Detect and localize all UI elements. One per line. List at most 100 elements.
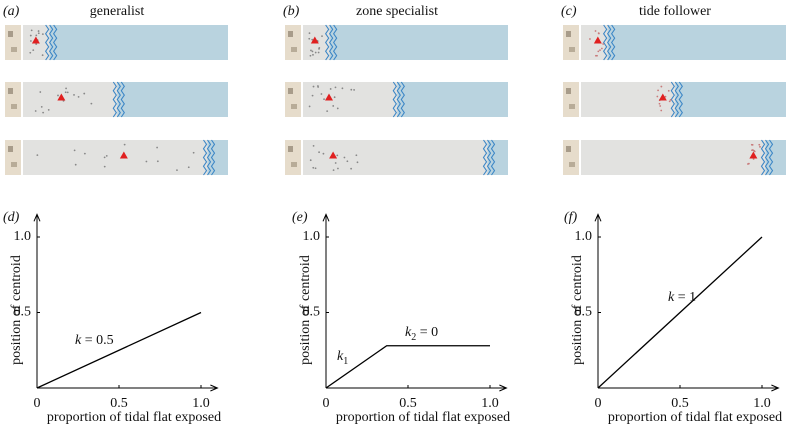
animal-dot xyxy=(47,108,50,111)
annotation-symbol: k xyxy=(668,290,675,305)
animal-dot xyxy=(74,163,77,166)
animal-dot xyxy=(747,162,750,165)
shore-row xyxy=(563,24,786,61)
animal-dot xyxy=(73,149,76,152)
data-line xyxy=(36,311,202,389)
rock-spot xyxy=(291,47,297,52)
animal-dot xyxy=(156,146,158,149)
y-axis-label: position of centroid xyxy=(298,255,313,365)
animal-dot xyxy=(41,54,44,57)
animal-dot xyxy=(759,145,761,148)
animal-dot xyxy=(660,85,663,88)
centroid xyxy=(749,151,758,159)
rock-spot xyxy=(566,31,571,37)
animal-dot xyxy=(312,166,315,169)
animal-dot xyxy=(353,89,355,91)
x-tick-label: 0.5 xyxy=(110,396,128,411)
wave xyxy=(206,139,212,176)
x-axis-label: proportion of tidal flat exposed xyxy=(608,410,782,425)
centroid xyxy=(57,93,66,101)
water xyxy=(329,25,508,60)
panel-title: tide follower xyxy=(639,4,711,19)
animal-dot xyxy=(42,111,45,114)
wave xyxy=(486,139,492,176)
wave xyxy=(678,81,683,118)
annotation-text: = 0.5 xyxy=(81,333,113,348)
rock-spot xyxy=(291,162,297,167)
panel-title: zone specialist xyxy=(356,4,438,19)
wave xyxy=(120,81,125,118)
annotation: k = 1 xyxy=(668,290,696,305)
animal-dot xyxy=(599,49,601,52)
animal-dot xyxy=(90,102,93,105)
animal-dot xyxy=(34,110,37,112)
animal-dot xyxy=(312,53,314,56)
animal-dot xyxy=(343,156,346,159)
x-tick-label: 0.5 xyxy=(399,396,417,411)
wave xyxy=(116,81,121,118)
animal-dot xyxy=(32,49,35,51)
animal-dot xyxy=(29,40,32,42)
animal-dot xyxy=(323,98,325,101)
animal-dot xyxy=(598,32,600,35)
rock xyxy=(285,140,301,175)
centroid xyxy=(119,151,128,159)
shore-row xyxy=(563,139,786,176)
panel-label: (d) xyxy=(3,210,20,225)
annotation-symbol: k xyxy=(405,325,412,340)
animal-dot xyxy=(350,167,353,170)
data-line xyxy=(597,236,763,389)
animal-dot xyxy=(57,94,59,97)
animal-dot xyxy=(317,85,319,87)
animal-dot xyxy=(312,85,315,88)
animal-dot xyxy=(145,160,148,163)
animal-dot xyxy=(356,161,359,164)
shore-row xyxy=(5,139,228,176)
y-tick-label: 1.0 xyxy=(303,229,321,244)
y-tick-label: 1.0 xyxy=(575,229,593,244)
wave xyxy=(760,139,766,176)
panel-label: (a) xyxy=(3,4,20,19)
animal-dot xyxy=(156,160,159,163)
water xyxy=(397,82,508,117)
animal-dot xyxy=(36,154,39,157)
animal-dot xyxy=(314,51,317,54)
animal-dot xyxy=(336,154,339,157)
animal-dot xyxy=(39,91,42,93)
annotation: k2 = 0 xyxy=(405,325,438,343)
x-arrow xyxy=(771,384,780,392)
animal-dot xyxy=(594,30,597,32)
shore-row xyxy=(285,139,508,176)
animal-dot xyxy=(657,89,659,92)
panel-label: (b) xyxy=(283,4,300,19)
animal-dot xyxy=(309,54,312,57)
animal-dot xyxy=(664,95,667,98)
rock xyxy=(5,82,21,117)
water xyxy=(487,140,508,175)
wave xyxy=(328,24,334,61)
rock xyxy=(5,25,21,60)
animal-dot xyxy=(350,88,353,91)
wave xyxy=(490,139,496,176)
animal-dot xyxy=(176,169,178,172)
animal-dot xyxy=(753,150,756,153)
water xyxy=(675,82,786,117)
water xyxy=(49,25,229,60)
annotation: k1 xyxy=(337,349,348,367)
animal-dot xyxy=(751,149,753,152)
rock xyxy=(285,25,301,60)
rock-spot xyxy=(566,146,571,152)
wave xyxy=(392,81,397,118)
animal-dot xyxy=(334,86,337,89)
panel-title: generalist xyxy=(90,4,145,19)
x-tick-label: 0 xyxy=(323,396,330,411)
x-tick-label: 1.0 xyxy=(481,396,499,411)
shore-row xyxy=(5,24,229,61)
animal-dot xyxy=(320,93,323,95)
rock-spot xyxy=(8,31,13,37)
centroid xyxy=(593,36,602,44)
y-tick-label: 0.5 xyxy=(575,305,593,320)
rock-spot xyxy=(8,146,13,152)
y-axis-label: position of centroid xyxy=(9,255,24,365)
panel-label: (e) xyxy=(292,210,308,225)
